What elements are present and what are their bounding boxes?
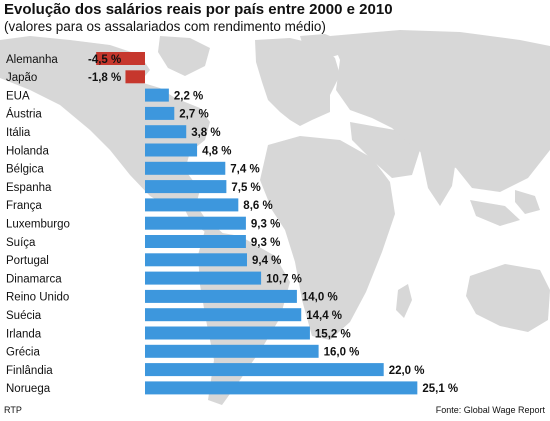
bar: [145, 180, 227, 194]
category-label: EUA: [6, 90, 30, 102]
bar: [145, 326, 310, 340]
value-label: 16,0 %: [324, 347, 360, 359]
bar: [145, 289, 297, 303]
value-label: 2,2 %: [174, 90, 203, 102]
value-label: 22,0 %: [389, 365, 425, 377]
chart-subtitle: (valores para os assalariados com rendim…: [4, 19, 326, 34]
bar: [145, 344, 319, 358]
chart-title: Evolução dos salários reais por país ent…: [4, 1, 393, 18]
value-label: 4,8 %: [202, 145, 231, 157]
value-label: 14,4 %: [306, 310, 342, 322]
bar: [145, 363, 384, 377]
value-label: 9,3 %: [251, 237, 280, 249]
value-label: 15,2 %: [315, 328, 351, 340]
category-label: Japão: [6, 72, 37, 84]
bar: [145, 106, 175, 120]
bar: [145, 216, 246, 230]
bar: [145, 381, 418, 395]
category-label: Áustria: [6, 108, 42, 121]
bar: [145, 161, 226, 175]
category-label: Alemanha: [6, 54, 58, 66]
category-label: Grécia: [6, 347, 40, 359]
bar: [145, 235, 246, 248]
category-label: Portugal: [6, 255, 49, 267]
category-label: Irlanda: [6, 328, 42, 340]
bar: [145, 88, 169, 102]
value-label: 8,6 %: [243, 200, 272, 212]
bar: [145, 308, 302, 322]
category-label: Itália: [6, 127, 31, 139]
bar: [96, 52, 145, 65]
value-label: 25,1 %: [422, 383, 458, 395]
source-text: Fonte: Global Wage Report: [435, 405, 545, 415]
category-label: Finlândia: [6, 365, 53, 377]
value-label: 3,8 %: [191, 127, 220, 139]
value-label: 7,5 %: [231, 182, 260, 194]
bar: [145, 198, 239, 212]
category-label: Bélgica: [6, 164, 44, 176]
bar: [145, 125, 187, 139]
value-label: 9,3 %: [251, 219, 280, 231]
category-label: Dinamarca: [6, 273, 62, 285]
value-label: 9,4 %: [252, 255, 281, 267]
value-label: -4,5 %: [88, 54, 121, 66]
bar: [125, 70, 145, 84]
value-label: -1,8 %: [88, 72, 121, 84]
value-label: 14,0 %: [302, 292, 338, 304]
category-label: Espanha: [6, 182, 52, 194]
category-label: Suíça: [6, 237, 36, 249]
value-label: 7,4 %: [230, 164, 259, 176]
value-label: 10,7 %: [266, 273, 302, 285]
category-label: França: [6, 200, 42, 212]
category-label: Suécia: [6, 310, 42, 322]
bar: [145, 143, 198, 157]
bar: [145, 253, 247, 267]
category-label: Luxemburgo: [6, 219, 70, 231]
bar: [145, 271, 262, 285]
category-label: Reino Unido: [6, 292, 69, 304]
value-label: 2,7 %: [179, 109, 208, 121]
credit-text: RTP: [4, 405, 22, 415]
category-label: Holanda: [6, 145, 49, 157]
category-label: Noruega: [6, 383, 51, 395]
